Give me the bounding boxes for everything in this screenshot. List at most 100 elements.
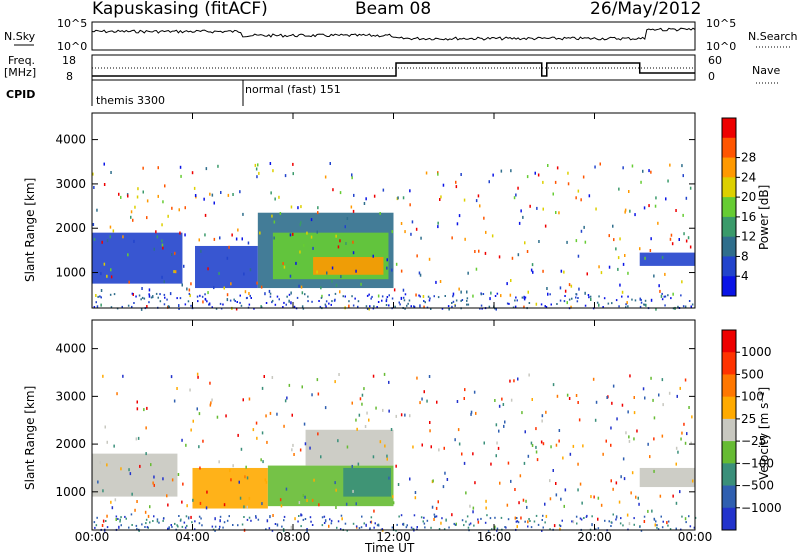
echo-point bbox=[373, 509, 375, 513]
echo-point bbox=[344, 225, 346, 229]
echo-point bbox=[550, 445, 552, 449]
echo-point bbox=[263, 375, 265, 378]
echo-point bbox=[119, 520, 121, 523]
echo-point bbox=[127, 304, 130, 307]
echo-point bbox=[388, 294, 390, 297]
echo-point bbox=[677, 450, 679, 454]
echo-point bbox=[467, 526, 470, 529]
echo-point bbox=[176, 387, 178, 390]
freq-tick-hi: 18 bbox=[62, 54, 76, 67]
echo-point bbox=[246, 296, 248, 299]
echo-point bbox=[283, 529, 285, 532]
echo-point bbox=[116, 392, 118, 396]
echo-point bbox=[498, 255, 501, 259]
echo-point bbox=[527, 520, 529, 524]
echo-point bbox=[356, 427, 358, 431]
echo-point bbox=[329, 162, 331, 165]
echo-point bbox=[392, 501, 395, 505]
echo-point bbox=[237, 228, 239, 232]
echo-point bbox=[226, 256, 229, 260]
echo-point bbox=[691, 415, 693, 419]
echo-point bbox=[436, 400, 438, 404]
echo-point bbox=[103, 262, 106, 266]
echo-point bbox=[684, 441, 687, 445]
echo-point bbox=[595, 207, 597, 211]
ytick-label: 3000 bbox=[55, 389, 86, 403]
echo-point bbox=[566, 301, 568, 305]
echo-point bbox=[559, 527, 561, 531]
echo-point bbox=[423, 516, 425, 519]
echo-point bbox=[526, 175, 529, 179]
echo-point bbox=[492, 173, 494, 177]
ytick-label: 1000 bbox=[55, 485, 86, 499]
echo-point bbox=[310, 520, 312, 523]
echo-point bbox=[656, 524, 658, 527]
echo-point bbox=[653, 437, 655, 441]
echo-point bbox=[226, 298, 229, 302]
scatter-region-3 bbox=[305, 429, 394, 466]
echo-point bbox=[540, 303, 543, 306]
echo-point bbox=[406, 524, 408, 527]
echo-point bbox=[146, 406, 148, 410]
echo-point bbox=[379, 212, 381, 215]
xaxis-label: Time UT bbox=[364, 541, 415, 554]
echo-point bbox=[472, 452, 474, 456]
echo-point bbox=[92, 223, 95, 226]
echo-point bbox=[194, 528, 196, 531]
echo-point bbox=[504, 526, 506, 528]
echo-point bbox=[618, 305, 620, 308]
echo-point bbox=[194, 194, 197, 197]
echo-point bbox=[301, 385, 303, 389]
echo-point bbox=[627, 271, 629, 275]
colorbar-segment bbox=[722, 485, 736, 509]
echo-point bbox=[261, 502, 263, 506]
echo-point bbox=[537, 523, 540, 526]
echo-point bbox=[423, 522, 426, 525]
echo-point bbox=[460, 290, 462, 294]
echo-point bbox=[197, 300, 199, 303]
echo-point bbox=[188, 292, 191, 295]
echo-point bbox=[239, 496, 242, 500]
echo-point bbox=[186, 504, 188, 508]
echo-point bbox=[650, 237, 652, 241]
echo-point bbox=[95, 294, 97, 297]
echo-point bbox=[656, 526, 658, 529]
echo-point bbox=[238, 480, 240, 484]
echo-point bbox=[185, 443, 187, 447]
echo-point bbox=[556, 166, 559, 170]
echo-point bbox=[416, 254, 418, 258]
echo-point bbox=[273, 236, 275, 240]
echo-point bbox=[245, 465, 247, 469]
echo-point bbox=[363, 522, 365, 525]
echo-point bbox=[97, 295, 99, 298]
echo-point bbox=[127, 253, 129, 257]
echo-point bbox=[473, 390, 476, 394]
echo-point bbox=[204, 213, 207, 217]
echo-point bbox=[292, 162, 294, 166]
echo-point bbox=[96, 305, 99, 309]
echo-point bbox=[135, 295, 137, 298]
echo-point bbox=[679, 490, 681, 494]
echo-point bbox=[501, 397, 503, 401]
echo-point bbox=[659, 289, 661, 293]
echo-point bbox=[290, 301, 292, 305]
echo-point bbox=[391, 230, 393, 234]
echo-point bbox=[467, 303, 470, 306]
echo-point bbox=[591, 515, 593, 518]
colorbar-segment bbox=[722, 177, 736, 198]
echo-point bbox=[455, 185, 458, 189]
echo-point bbox=[284, 399, 287, 403]
echo-point bbox=[196, 372, 199, 376]
echo-point bbox=[654, 523, 656, 527]
echo-point bbox=[542, 514, 544, 517]
echo-point bbox=[127, 194, 129, 198]
echo-point bbox=[359, 397, 362, 401]
echo-point bbox=[96, 208, 98, 212]
colorbar-tick-label: 24 bbox=[741, 170, 756, 184]
echo-point bbox=[334, 298, 336, 301]
echo-point bbox=[620, 517, 622, 520]
echo-point bbox=[629, 374, 631, 378]
echo-point bbox=[187, 300, 190, 303]
echo-point bbox=[553, 524, 556, 528]
echo-point bbox=[114, 498, 117, 502]
